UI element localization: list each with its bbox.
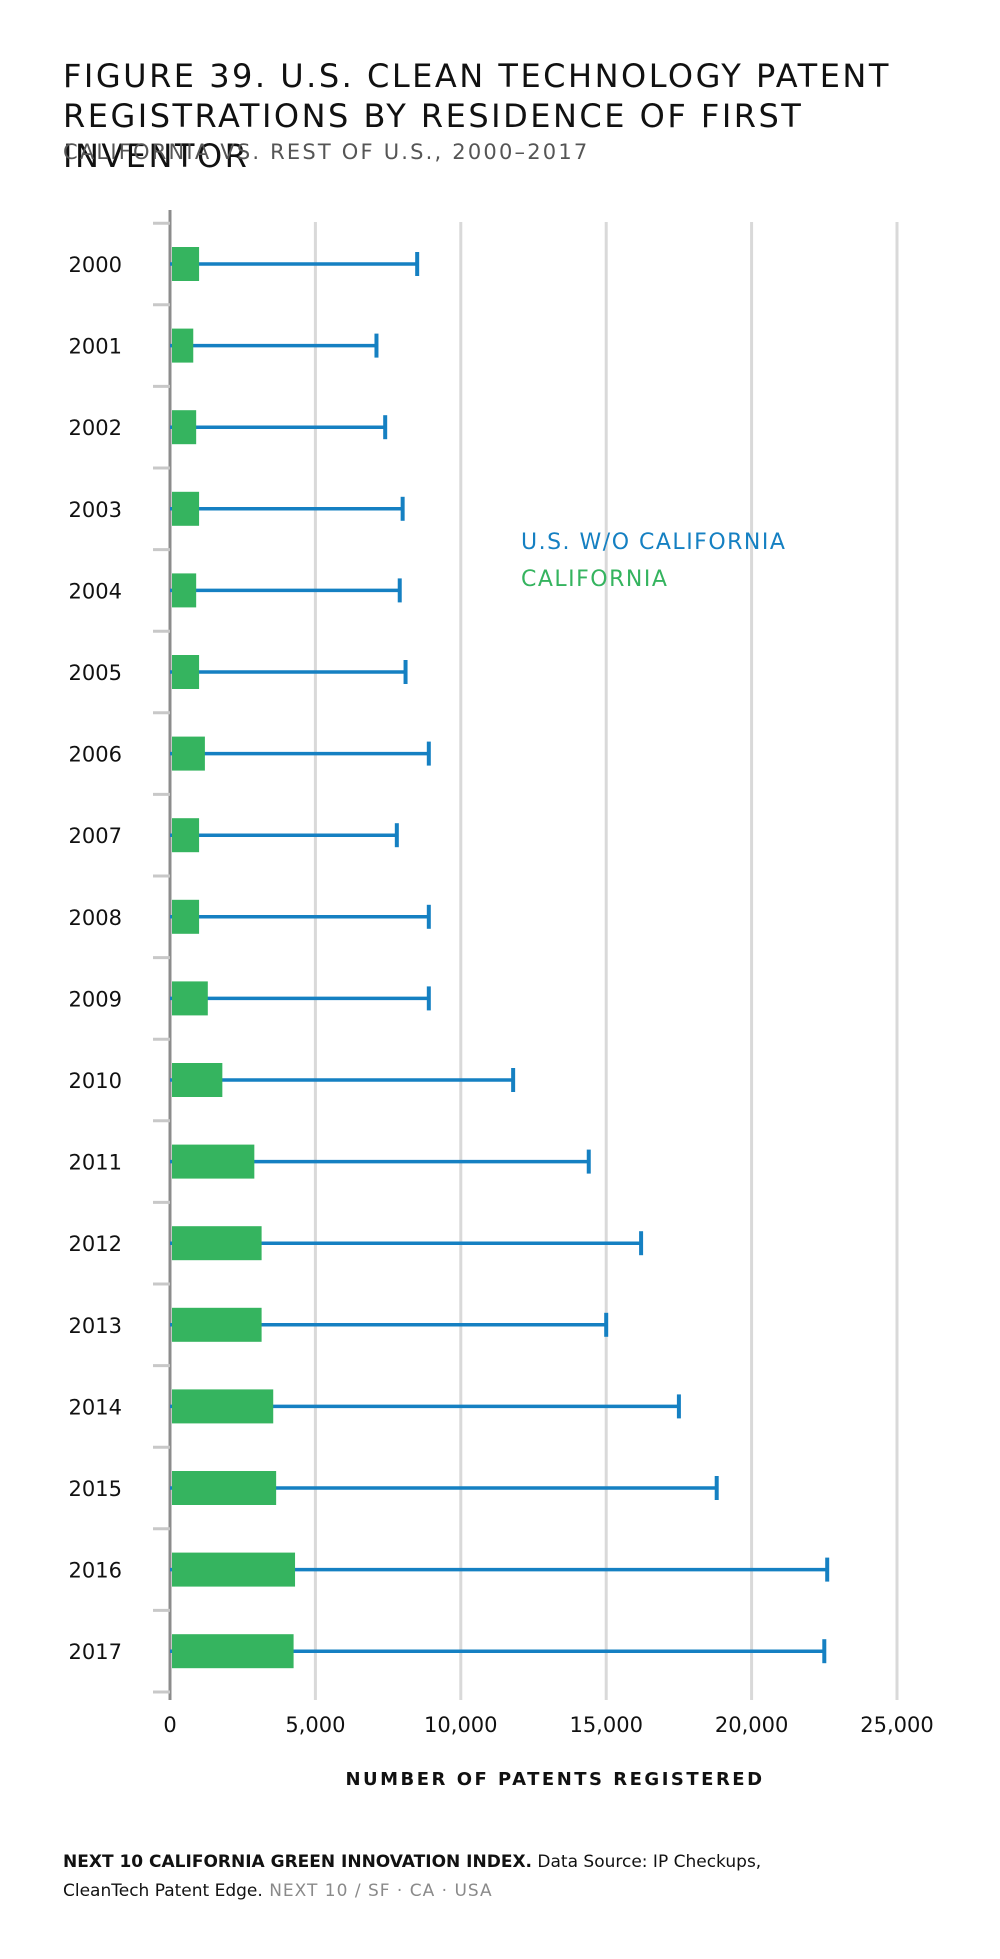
california-bar-2001	[172, 328, 194, 363]
california-bar-2006	[172, 736, 205, 771]
chart-title-line-2: REGISTRATIONS BY RESIDENCE OF FIRST INVE…	[63, 97, 804, 175]
california-bar-2000	[172, 247, 200, 281]
legend-california: CALIFORNIA	[521, 567, 669, 592]
california-bar-2009	[172, 981, 208, 1016]
footer-index-name: NEXT 10 CALIFORNIA GREEN INNOVATION INDE…	[63, 1852, 533, 1872]
y-tick-label-2003: 2003	[69, 498, 122, 522]
x-axis-label: NUMBER OF PATENTS REGISTERED	[345, 1769, 765, 1790]
y-tick-label-2001: 2001	[69, 335, 122, 359]
footer-source: NEXT 10 CALIFORNIA GREEN INNOVATION INDE…	[63, 1848, 963, 1906]
x-tick-label-0: 0	[163, 1713, 176, 1737]
california-bar-2008	[172, 899, 200, 934]
y-tick-label-2009: 2009	[69, 987, 122, 1011]
y-tick-label-2005: 2005	[69, 661, 122, 685]
y-tick-label-2006: 2006	[69, 743, 122, 767]
x-tick-label-25,000: 25,000	[860, 1713, 933, 1737]
california-bar-2010	[172, 1063, 223, 1097]
y-tick-label-2016: 2016	[69, 1559, 122, 1583]
chart-title: FIGURE 39. U.S. CLEAN TECHNOLOGY PATENT …	[63, 56, 983, 176]
y-tick-label-2012: 2012	[69, 1232, 122, 1256]
footer-source-line-2: CleanTech Patent Edge.	[63, 1881, 263, 1901]
california-bar-2011	[172, 1144, 255, 1179]
x-tick-label-5,000: 5,000	[285, 1713, 345, 1737]
california-bar-2002	[172, 410, 197, 445]
y-tick-label-2002: 2002	[69, 416, 122, 440]
legend: U.S. W/O CALIFORNIA CALIFORNIA	[521, 524, 786, 598]
california-bar-2015	[172, 1471, 277, 1505]
y-tick-label-2015: 2015	[69, 1477, 122, 1501]
california-bar-2014	[172, 1389, 274, 1424]
y-tick-label-2017: 2017	[69, 1640, 122, 1664]
y-tick-label-2011: 2011	[69, 1151, 122, 1175]
footer-source-line-1: Data Source: IP Checkups,	[532, 1852, 762, 1872]
california-bar-2012	[172, 1226, 262, 1261]
bar-chart: 2000 2001 2002 2003 2004 2005 2006 2007 2008 2009…	[69, 210, 934, 1737]
california-bar-2007	[172, 818, 200, 853]
california-bar-2004	[172, 573, 197, 608]
footer-branding: NEXT 10 / SF · CA · USA	[262, 1881, 493, 1901]
y-tick-label-2004: 2004	[69, 579, 122, 603]
california-bar-2005	[172, 655, 200, 689]
y-tick-label-2000: 2000	[69, 253, 122, 277]
chart-title-line-1: FIGURE 39. U.S. CLEAN TECHNOLOGY PATENT	[63, 57, 891, 95]
california-bar-2017	[172, 1634, 294, 1669]
x-tick-label-15,000: 15,000	[569, 1713, 642, 1737]
y-tick-label-2010: 2010	[69, 1069, 122, 1093]
california-bar-2003	[172, 491, 200, 526]
y-tick-label-2007: 2007	[69, 824, 122, 848]
x-tick-label-20,000: 20,000	[715, 1713, 788, 1737]
x-tick-label-10,000: 10,000	[424, 1713, 497, 1737]
y-tick-label-2014: 2014	[69, 1395, 122, 1419]
y-tick-label-2008: 2008	[69, 906, 122, 930]
legend-us-wo-california: U.S. W/O CALIFORNIA	[521, 530, 787, 555]
y-tick-label-2013: 2013	[69, 1314, 122, 1338]
california-bar-2013	[172, 1307, 262, 1342]
chart-subtitle: CALIFORNIA VS. REST OF U.S., 2000–2017	[63, 140, 590, 164]
california-bar-2016	[172, 1552, 296, 1587]
